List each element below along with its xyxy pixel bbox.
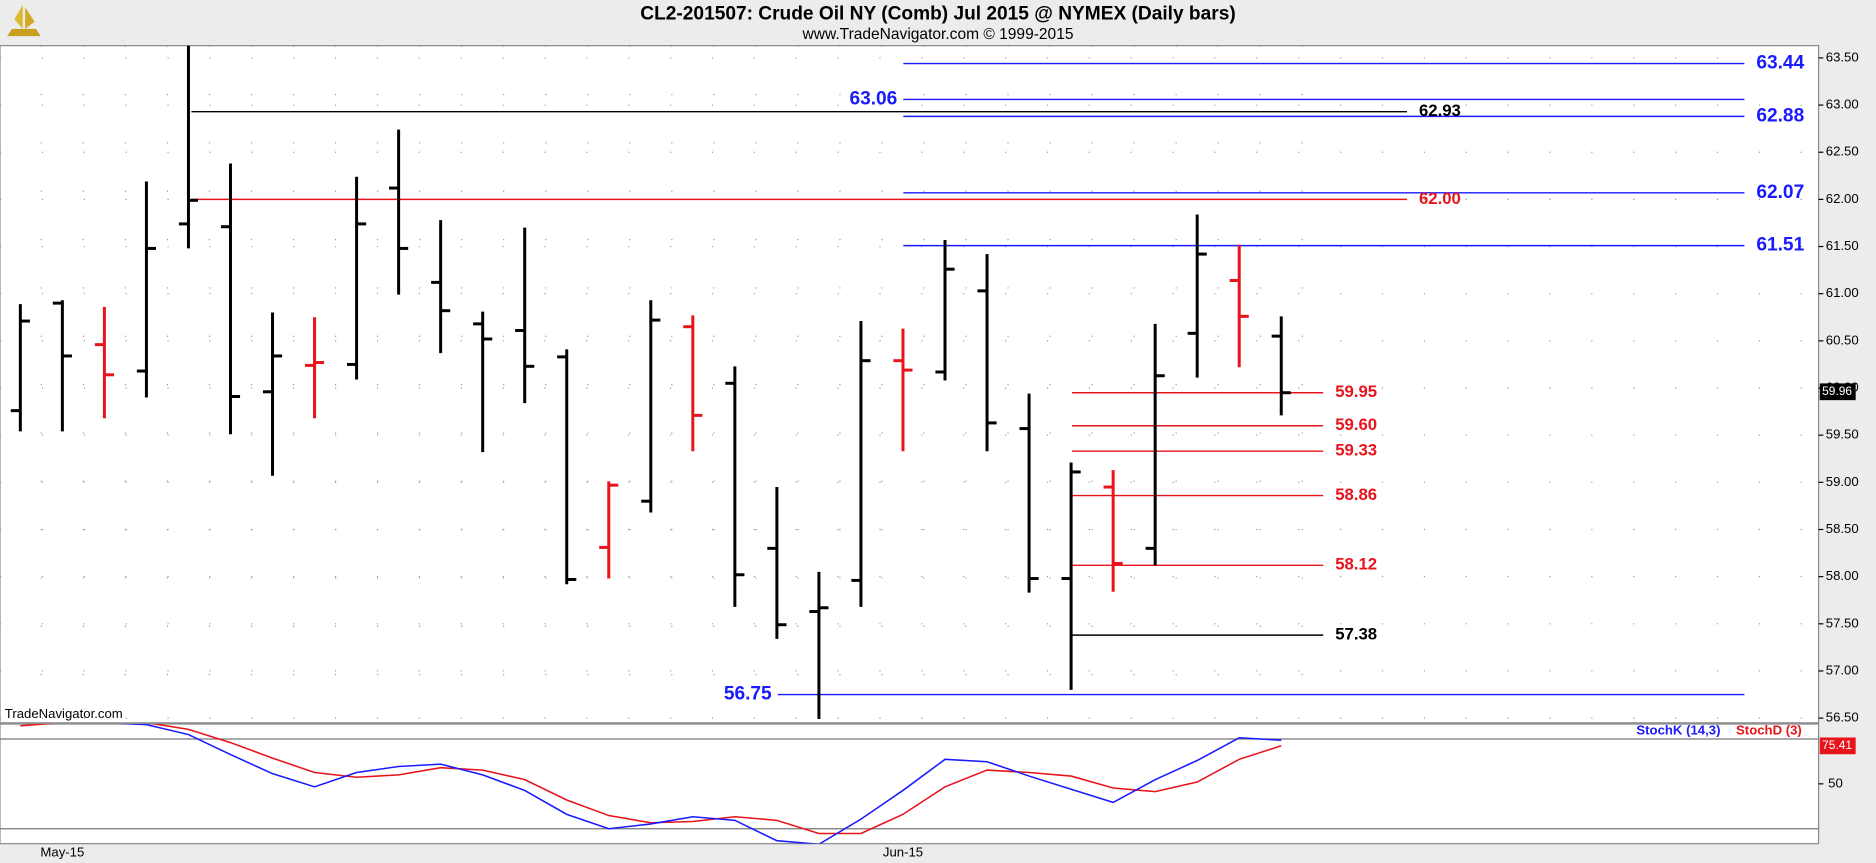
level-label: 59.60 (1335, 415, 1377, 434)
y-tick-label: 61.00 (1826, 285, 1859, 300)
level-label: 61.51 (1756, 235, 1804, 256)
watermark: TradeNavigator.com (5, 706, 123, 721)
stoch-line (20, 724, 1282, 835)
legend-entry: StochK (14,3) (1636, 723, 1720, 738)
level-label: 58.86 (1335, 485, 1377, 504)
x-tick-label: May-15 (40, 845, 84, 860)
level-label: 62.88 (1756, 105, 1804, 126)
x-tick-label: Jun-15 (883, 845, 923, 860)
level-label: 63.44 (1756, 53, 1804, 74)
logo (7, 4, 41, 37)
legend-entry: StochD (3) (1736, 723, 1802, 738)
stoch-panel (0, 723, 1820, 845)
y-tick-label: 57.50 (1826, 615, 1859, 630)
y-tick-label: 59.00 (1826, 474, 1859, 489)
last-value-label: 75.41 (1822, 738, 1852, 752)
y-tick-label: 63.00 (1826, 97, 1859, 112)
level-label: 57.38 (1335, 625, 1377, 644)
y-tick-label: 56.50 (1826, 710, 1859, 725)
last-price-label: 59.96 (1822, 384, 1852, 398)
stoch-plot (0, 724, 1819, 844)
level-label: 62.00 (1419, 189, 1461, 208)
y-tick-label: 50 (1828, 775, 1843, 790)
y-tick-label: 57.00 (1826, 662, 1859, 677)
level-label: 63.06 (849, 88, 897, 109)
level-label: 62.93 (1419, 101, 1461, 120)
price-panel (0, 45, 1820, 724)
y-tick-label: 59.50 (1826, 427, 1859, 442)
last-value-box (1819, 737, 1856, 755)
y-tick-label: 62.00 (1826, 191, 1859, 206)
y-tick-label: 61.50 (1826, 238, 1859, 253)
chart-title: CL2-201507: Crude Oil NY (Comb) Jul 2015… (640, 4, 1235, 25)
y-tick-label: 58.00 (1826, 568, 1859, 583)
chart-subtitle: www.TradeNavigator.com © 1999-2015 (802, 26, 1074, 43)
y-tick-label: 63.50 (1826, 49, 1859, 64)
last-price-box (1819, 383, 1856, 401)
price-plot (0, 45, 1819, 723)
stoch-line (118, 724, 1282, 844)
level-label: 56.75 (724, 684, 772, 705)
level-label: 59.95 (1335, 382, 1377, 401)
level-label: 59.33 (1335, 441, 1377, 460)
y-tick-label: 62.50 (1826, 144, 1859, 159)
level-label: 58.12 (1335, 555, 1377, 574)
y-tick-label: 58.50 (1826, 521, 1859, 536)
y-tick-label: 60.50 (1826, 332, 1859, 347)
level-label: 62.07 (1756, 182, 1804, 203)
